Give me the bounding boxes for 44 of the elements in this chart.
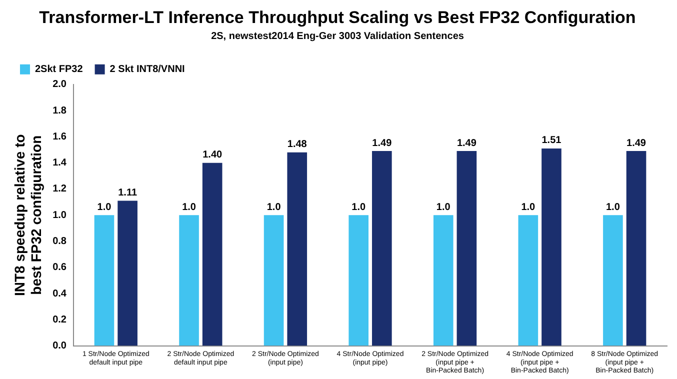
data-label: 1.48 (287, 139, 308, 150)
bar (179, 215, 199, 346)
data-label: 1.49 (456, 138, 477, 149)
data-label: 1.49 (372, 138, 392, 149)
chart-subtitle: 2S, newstest2014 Eng-Ger 3003 Validation Sentences (211, 31, 464, 42)
bar (287, 152, 308, 346)
data-label: 1.0 (352, 202, 366, 213)
y-tick-label: 1.6 (52, 131, 67, 142)
bar (94, 215, 114, 346)
bar (433, 215, 454, 346)
bar (626, 151, 646, 346)
bar (456, 151, 477, 346)
y-tick-label: 1.0 (52, 210, 67, 221)
data-label: 1.0 (606, 202, 620, 213)
y-axis-title: INT8 speedup relative to best FP32 configuration (11, 134, 44, 296)
y-tick-label: 1.4 (52, 158, 67, 169)
data-label: 1.0 (436, 202, 451, 213)
y-tick-label: 0.8 (52, 236, 67, 247)
data-label: 1.51 (542, 135, 562, 146)
bar (264, 215, 284, 346)
bar (348, 215, 368, 346)
data-label: 1.0 (182, 202, 196, 213)
legend-label: 2Skt FP32 (35, 64, 84, 76)
data-label: 1.0 (97, 202, 112, 213)
bar (118, 200, 138, 346)
data-label: 1.40 (202, 150, 223, 161)
chart-title: Transformer-LT Inference Throughput Scaling vs Best FP32 Configuration (39, 8, 636, 27)
data-label: 1.0 (521, 202, 536, 213)
data-label: 1.11 (118, 187, 138, 198)
bar (603, 215, 623, 346)
y-tick-label: 0.2 (52, 314, 67, 326)
bar (542, 148, 562, 346)
bar (518, 215, 538, 346)
y-tick-label: 0.4 (52, 288, 67, 300)
y-tick-label: 1.8 (52, 105, 67, 116)
data-label: 1.0 (266, 202, 282, 213)
bar (202, 162, 222, 346)
bar (372, 151, 392, 346)
legend-label: 2 Skt INT8/VNNI (110, 64, 186, 76)
y-tick-label: 2.0 (52, 79, 67, 90)
y-tick-label: 0.6 (52, 262, 67, 274)
y-tick-label: 0.0 (52, 340, 67, 352)
y-tick-label: 1.2 (52, 184, 67, 195)
data-label: 1.49 (626, 138, 646, 149)
